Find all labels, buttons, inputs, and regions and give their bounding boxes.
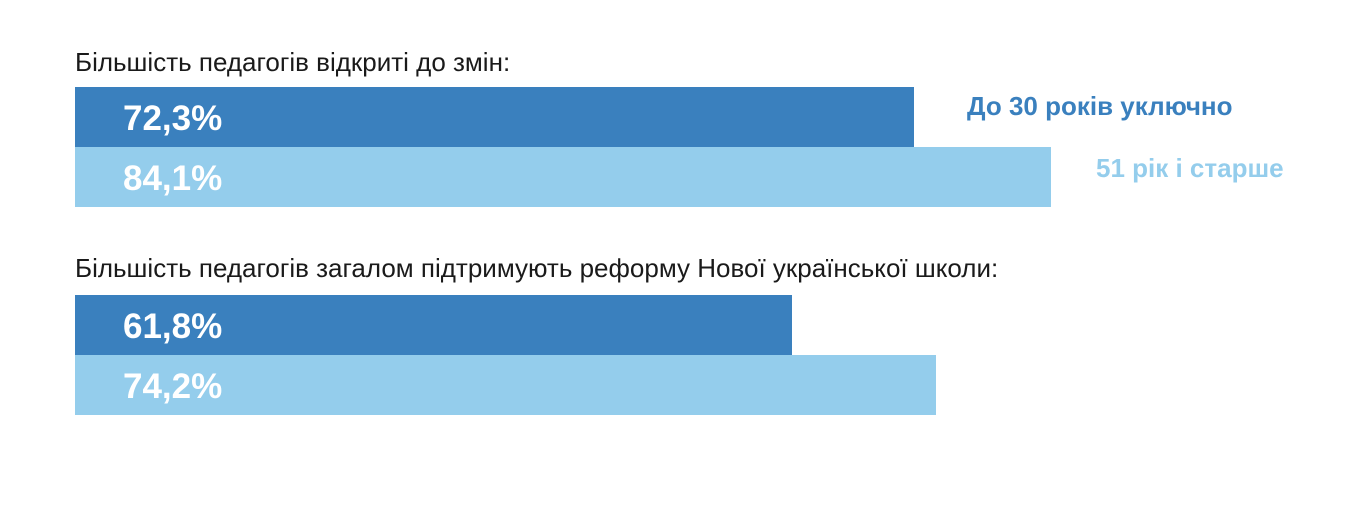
- legend-entry-under-30: До 30 років уключно: [967, 91, 1233, 121]
- bar-open-to-change-51-plus: 84,1%: [75, 147, 1051, 207]
- bar-value-label: 72,3%: [123, 99, 223, 138]
- bar-value-label: 61,8%: [123, 307, 223, 346]
- bar-support-reform-under-30: 61,8%: [75, 295, 792, 355]
- group-title-support-nus-reform: Більшість педагогів загалом підтримують …: [75, 253, 999, 283]
- bar-open-to-change-under-30: 72,3%: [75, 87, 914, 147]
- legend-entry-51-plus: 51 рік і старше: [1096, 153, 1284, 183]
- bar-value-label: 74,2%: [123, 367, 223, 406]
- bar-value-label: 84,1%: [123, 159, 223, 198]
- group-title-open-to-change: Більшість педагогів відкриті до змін:: [75, 47, 511, 77]
- bar-support-reform-51-plus: 74,2%: [75, 355, 936, 415]
